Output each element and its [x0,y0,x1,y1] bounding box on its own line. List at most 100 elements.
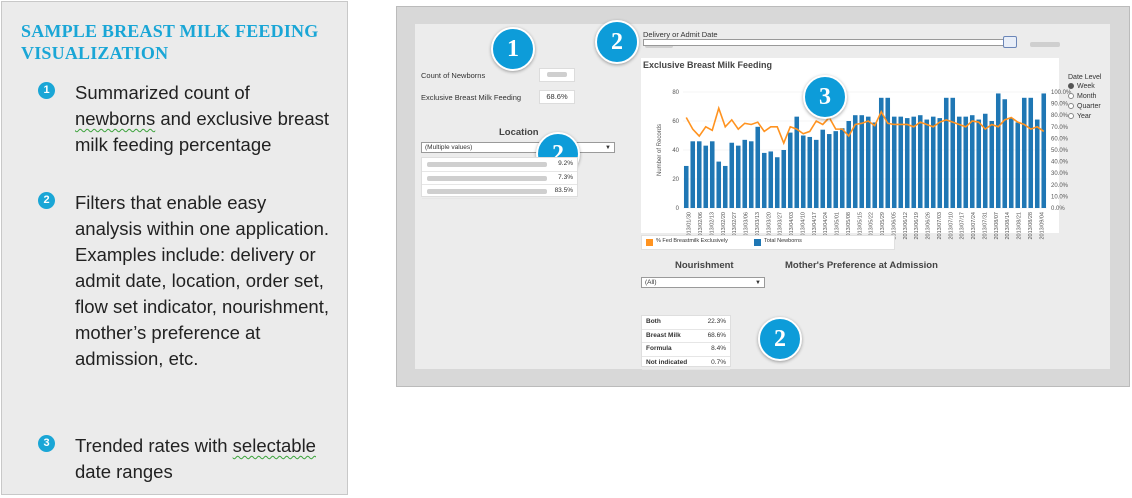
bar [1021,97,1027,208]
badge-2-preference: 2 [758,317,802,361]
x-tick-label: 2013/06/19 [914,212,920,240]
radio-icon [1068,93,1074,100]
bar [969,115,975,208]
legend-label-line: % Fed Breastmilk Exclusively [656,238,728,244]
bar [846,121,852,208]
bar [904,118,910,208]
x-tick-label: 2013/07/03 [937,212,943,240]
x-tick-label: 2013/02/20 [721,212,727,240]
chart-svg: 80 60 40 20 0 100.0% 90.0% 80.0% 70.0% 60.0% 50.0%… [657,90,1072,240]
date-level-title: Date Level [1068,74,1102,81]
y2-tick-label: 90.0% [1051,102,1069,108]
x-tick-label: 2013/02/27 [732,212,738,240]
date-range-slider[interactable] [643,39,1017,46]
date-level-week[interactable]: Week [1068,83,1095,90]
bar [1041,93,1047,208]
count-newborns-value [539,68,575,82]
bar [1034,119,1040,208]
x-tick-label: 2013/04/10 [800,212,806,240]
bar [989,121,995,208]
bar [878,97,884,208]
table-row: 9.2% [422,158,577,172]
radio-selected-icon [1068,83,1074,90]
x-tick-label: 2013/03/13 [755,212,761,240]
badge-3: 3 [803,75,847,119]
x-tick-label: 2013/05/01 [835,212,841,240]
table-row: 83.5% [422,185,577,199]
bar [930,116,936,208]
x-tick-label: 2013/06/12 [903,212,909,240]
bar [891,116,897,208]
y2-tick-label: 30.0% [1051,171,1069,177]
slider-handle[interactable] [1003,36,1017,48]
location-header: Location [499,127,539,138]
ebmf-value: 68.6% [539,90,575,104]
legend-swatch-bar [754,239,761,246]
x-tick-label: 2013/04/24 [823,212,829,240]
y2-tick-label: 80.0% [1051,113,1069,119]
x-tick-label: 2013/04/17 [812,212,818,240]
table-row: Both 22.3% [642,316,730,330]
date-level-month[interactable]: Month [1068,93,1096,100]
x-tick-label: 2013/07/31 [982,212,988,240]
bar [807,136,813,208]
bullet-text-2: Filters that enable easy analysis within… [75,192,330,369]
bar [794,116,800,208]
bar [917,115,923,208]
x-tick-label: 2013/05/22 [869,212,875,240]
bar [696,141,702,208]
bar [1008,118,1014,208]
number-1-icon: 1 [38,82,55,99]
table-row: Formula 8.4% [642,343,730,357]
bar [924,119,930,208]
bar [787,132,793,208]
x-tick-label: 2013/02/06 [698,212,704,240]
y-tick-label: 80 [672,90,679,96]
x-tick-label: 2013/04/03 [789,212,795,240]
bar [943,97,949,208]
x-tick-label: 2013/08/28 [1028,212,1034,240]
date-level-quarter[interactable]: Quarter [1068,103,1101,110]
panel-title: SAMPLE BREAST MILK FEEDING VISUALIZATION [21,21,319,63]
x-tick-label: 2013/07/10 [948,212,954,240]
bar [768,151,774,208]
y2-tick-label: 100.0% [1051,90,1072,96]
x-tick-label: 2013/07/17 [960,212,966,240]
x-tick-label: 2013/07/24 [971,212,977,240]
bar [950,97,956,208]
location-dropdown[interactable]: (Multiple values) ▼ [421,142,615,153]
y2-tick-label: 70.0% [1051,125,1069,131]
bullet-text-3: Trended rates with selectable date range… [75,435,316,482]
table-row: 7.3% [422,172,577,185]
dashboard-canvas: 1 2 Delivery or Admit Date Count of Newb… [415,20,1110,370]
number-2-icon: 2 [38,192,55,209]
dropdown-arrow-icon: ▼ [605,145,611,151]
x-tick-label: 2013/05/15 [857,212,863,240]
bar [995,93,1001,208]
date-end-value [1030,42,1060,47]
bar [729,142,735,208]
location-table: 9.2% 7.3% 83.5% [421,157,578,199]
y-tick-label: 40 [672,148,679,154]
y2-tick-label: 40.0% [1051,160,1069,166]
bar [898,116,904,208]
line-series [685,105,1045,146]
bar [703,145,709,208]
bar [781,150,787,208]
y-tick-label: 60 [672,119,679,125]
chart-title: Exclusive Breast Milk Feeding [643,60,773,70]
bar [742,139,748,208]
number-3-icon: 3 [38,435,55,452]
radio-icon [1068,113,1074,120]
x-tick-label: 2013/05/29 [880,212,886,240]
dropdown-arrow-icon: ▼ [755,280,761,286]
bar [748,141,754,208]
legend-label-bar: Total Newborns [764,238,802,244]
y-axis-title: Number of Records [657,124,663,176]
x-tick-label: 2013/09/04 [1039,212,1045,240]
description-panel: SAMPLE BREAST MILK FEEDING VISUALIZATION… [1,1,348,495]
preference-table: Both 22.3% Breast Milk 68.6% Formula 8.4% N… [641,315,731,370]
date-level-year[interactable]: Year [1068,113,1091,120]
table-row: Not indicated 0.7% [642,357,730,370]
nourishment-dropdown[interactable]: (All) ▼ [641,277,765,288]
